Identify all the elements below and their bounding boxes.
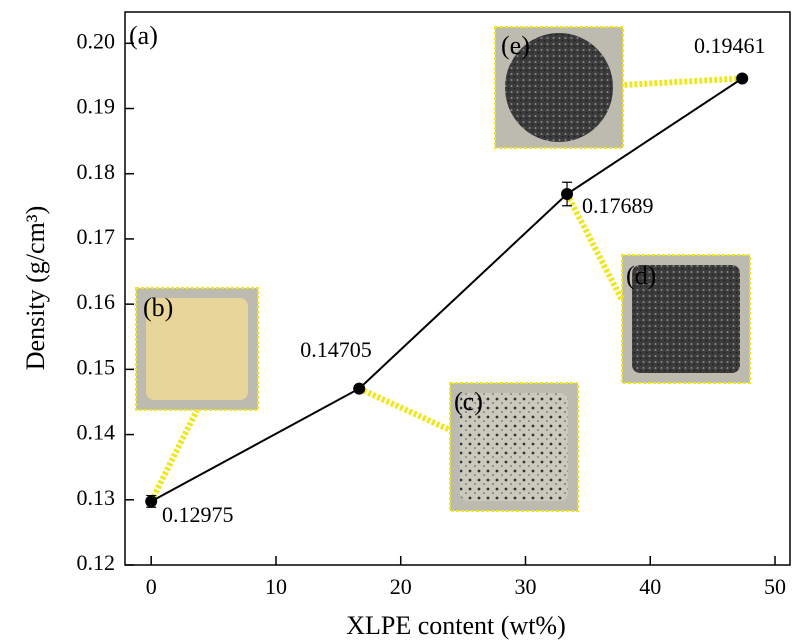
value-label: 0.12975 [162,502,234,527]
inset-photo [460,393,568,501]
data-point [561,188,574,201]
y-tick-label: 0.20 [77,28,116,53]
inset-photo [505,33,613,142]
data-line [150,77,743,503]
x-tick-label: 40 [639,574,661,599]
inset-photo [146,298,248,400]
y-tick-label: 0.12 [77,550,116,575]
inset-connector [357,385,452,433]
panel-label: (d) [626,261,656,290]
plot-frame [124,11,791,566]
inset-photo [632,265,740,373]
x-tick-label: 10 [265,574,287,599]
x-tick-label: 50 [764,574,786,599]
data-point [145,495,158,508]
y-tick-label: 0.18 [77,159,116,184]
x-tick-label: 0 [146,574,157,599]
inset-connector [148,408,200,503]
panel-label: (b) [143,293,173,322]
panel-label: (c) [454,387,483,416]
y-tick-label: 0.13 [77,485,116,510]
x-axis-label: XLPE content (wt%) [346,611,566,640]
panel-label: (a) [129,21,158,50]
value-label: 0.19461 [694,33,766,58]
data-point [353,382,366,395]
y-axis-label: Density (g/cm³) [21,206,50,370]
panel-label: (e) [501,31,530,60]
value-label: 0.14705 [300,337,372,362]
y-tick-label: 0.19 [77,94,116,119]
inset-connector [622,75,743,88]
x-tick-label: 20 [390,574,412,599]
x-tick-label: 30 [514,574,536,599]
data-point [736,72,749,85]
y-tick-label: 0.14 [77,420,116,445]
y-tick-label: 0.16 [77,289,116,314]
y-tick-label: 0.15 [77,354,116,379]
y-tick-label: 0.17 [77,224,116,249]
value-label: 0.17689 [582,193,654,218]
